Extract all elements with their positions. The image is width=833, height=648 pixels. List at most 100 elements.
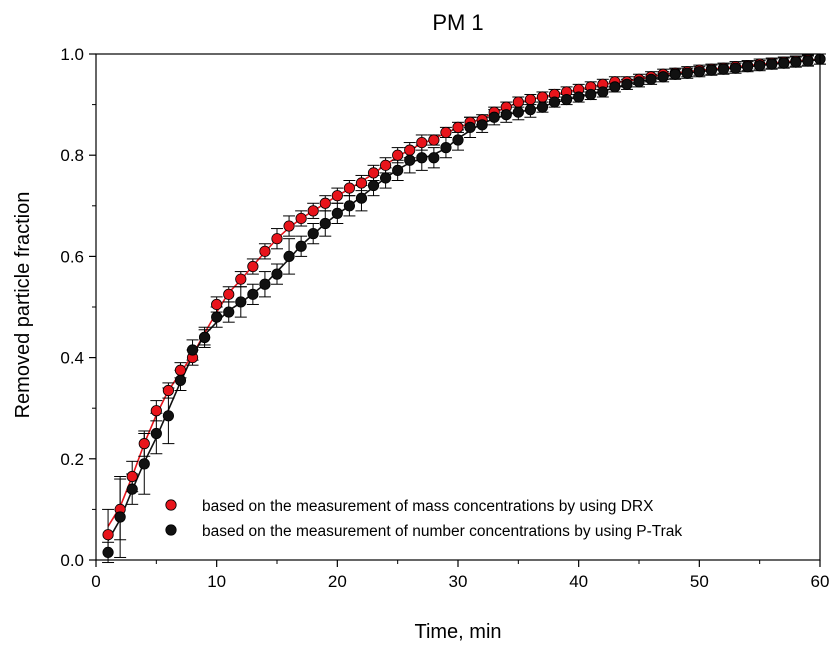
y-tick-label: 0.2 — [60, 450, 84, 469]
data-point-series-1 — [331, 190, 343, 202]
data-point-series-2 — [464, 121, 476, 133]
data-point-series-2 — [223, 306, 235, 318]
data-point-series-2 — [114, 511, 126, 523]
data-point-series-2 — [512, 106, 524, 118]
data-point-series-2 — [802, 55, 814, 67]
x-tick-label: 40 — [569, 572, 588, 591]
y-axis-label: Removed particle fraction — [12, 192, 34, 419]
data-point-series-1 — [343, 182, 355, 194]
data-point-series-1 — [452, 121, 464, 133]
x-tick-label: 10 — [207, 572, 226, 591]
x-axis-label: Time, min — [414, 621, 501, 643]
data-point-series-2 — [633, 76, 645, 88]
data-point-series-1 — [126, 470, 138, 483]
data-point-series-2 — [102, 546, 114, 559]
data-point-series-1 — [524, 93, 537, 106]
data-point-series-2 — [211, 311, 223, 323]
data-point-series-2 — [379, 172, 392, 184]
legend-marker-series-2 — [165, 524, 177, 536]
y-tick-label: 0.8 — [60, 146, 84, 165]
data-point-series-2 — [705, 64, 718, 76]
data-point-series-2 — [440, 142, 452, 154]
data-point-series-1 — [247, 260, 259, 273]
data-point-series-2 — [609, 81, 621, 93]
data-point-series-1 — [295, 212, 307, 225]
x-tick-label: 20 — [328, 572, 347, 591]
data-point-series-2 — [754, 60, 766, 72]
data-point-series-2 — [717, 63, 730, 75]
data-point-series-2 — [271, 268, 283, 280]
data-point-series-2 — [319, 217, 331, 230]
data-point-series-2 — [247, 288, 259, 300]
data-point-series-2 — [729, 62, 742, 74]
y-tick-label: 0.4 — [60, 349, 84, 368]
data-point-series-2 — [536, 101, 549, 113]
data-point-series-1 — [259, 245, 271, 257]
data-point-series-2 — [452, 134, 464, 146]
data-point-series-1 — [319, 197, 331, 209]
legend-marker-series-1 — [165, 499, 177, 511]
data-point-series-2 — [500, 109, 512, 121]
data-point-series-1 — [536, 91, 549, 103]
data-point-series-2 — [162, 410, 174, 422]
plot-area — [102, 53, 826, 564]
data-point-series-2 — [778, 57, 790, 69]
data-point-series-2 — [488, 111, 500, 123]
data-point-series-2 — [585, 88, 597, 101]
data-point-series-1 — [162, 384, 174, 397]
data-point-series-1 — [102, 529, 114, 541]
x-tick-label: 60 — [811, 572, 830, 591]
data-point-series-2 — [657, 71, 669, 83]
data-point-series-2 — [428, 152, 440, 164]
data-point-series-2 — [645, 73, 657, 85]
data-point-series-2 — [295, 240, 307, 252]
data-point-series-1 — [235, 273, 247, 285]
data-point-series-2 — [235, 296, 247, 308]
data-point-series-2 — [790, 56, 802, 68]
data-point-series-2 — [524, 104, 537, 116]
data-point-series-1 — [428, 134, 440, 146]
data-point-series-1 — [440, 126, 452, 139]
data-point-series-2 — [186, 344, 199, 356]
data-point-series-1 — [379, 159, 392, 171]
data-point-series-2 — [174, 374, 187, 386]
data-point-series-1 — [271, 233, 283, 245]
legend-label-series-2: based on the measurement of number conce… — [202, 523, 682, 540]
data-point-series-2 — [307, 228, 319, 240]
data-point-series-1 — [367, 167, 380, 179]
legend-label-series-1: based on the measurement of mass concent… — [202, 498, 654, 515]
axes: 0 10 20 30 40 50 60 0.0 0.2 0.4 0.6 0.8 1.0 — [60, 45, 829, 591]
x-tick-label: 50 — [690, 572, 709, 591]
data-point-series-2 — [766, 58, 778, 70]
data-point-series-2 — [621, 78, 633, 90]
data-point-series-1 — [512, 96, 524, 108]
trend-line-series-1 — [107, 58, 821, 527]
data-point-series-1 — [307, 205, 319, 217]
data-point-series-1 — [392, 149, 404, 161]
data-point-series-2 — [367, 179, 380, 192]
x-tick-label: 30 — [449, 572, 468, 591]
data-point-series-1 — [416, 136, 428, 149]
data-point-series-2 — [669, 68, 681, 80]
data-point-series-2 — [548, 96, 561, 108]
data-point-series-2 — [560, 93, 573, 106]
chart-title: PM 1 — [432, 10, 483, 35]
data-point-series-1 — [355, 177, 368, 189]
data-point-series-2 — [693, 66, 705, 78]
data-point-series-2 — [741, 61, 754, 73]
data-point-series-2 — [150, 427, 162, 440]
data-point-series-1 — [150, 405, 162, 417]
y-tick-label: 0.6 — [60, 247, 84, 266]
data-point-series-2 — [138, 458, 150, 470]
data-point-series-2 — [355, 192, 368, 204]
y-tick-label: 0.0 — [60, 551, 84, 570]
data-point-series-2 — [343, 200, 355, 212]
data-point-series-1 — [174, 364, 187, 376]
data-point-series-2 — [597, 86, 609, 98]
data-point-series-1 — [404, 144, 416, 156]
data-point-series-2 — [404, 154, 416, 166]
data-point-series-2 — [392, 164, 404, 176]
data-point-series-1 — [211, 298, 223, 311]
data-point-series-2 — [573, 91, 585, 103]
data-point-series-2 — [476, 119, 488, 131]
